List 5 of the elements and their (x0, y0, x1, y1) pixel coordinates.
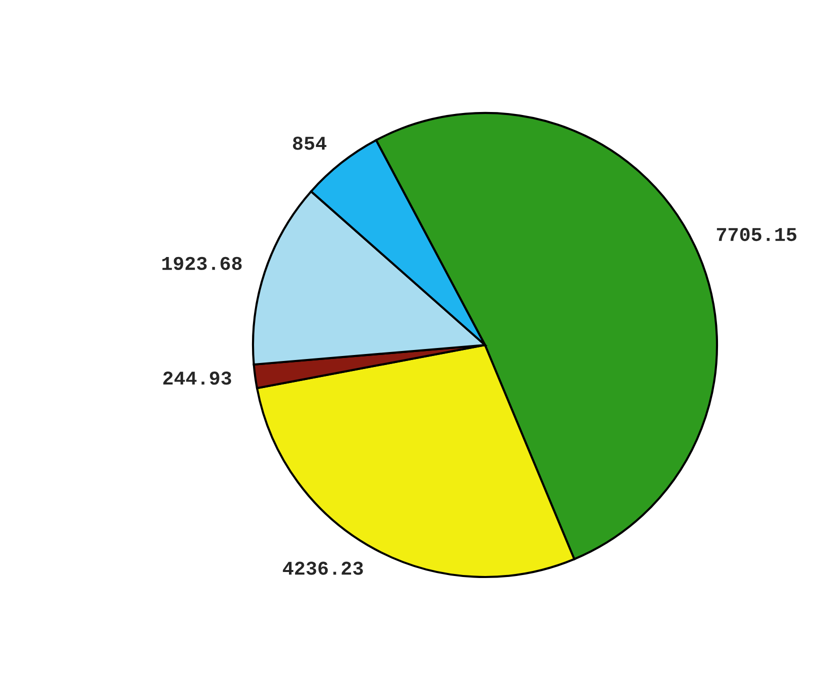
data-label: 1923.68 (162, 256, 242, 270)
data-label: 7705.15 (716, 228, 796, 242)
data-label: 854 (292, 136, 326, 150)
data-label: 244.93 (163, 372, 232, 385)
data-label: 4236.23 (282, 562, 363, 575)
